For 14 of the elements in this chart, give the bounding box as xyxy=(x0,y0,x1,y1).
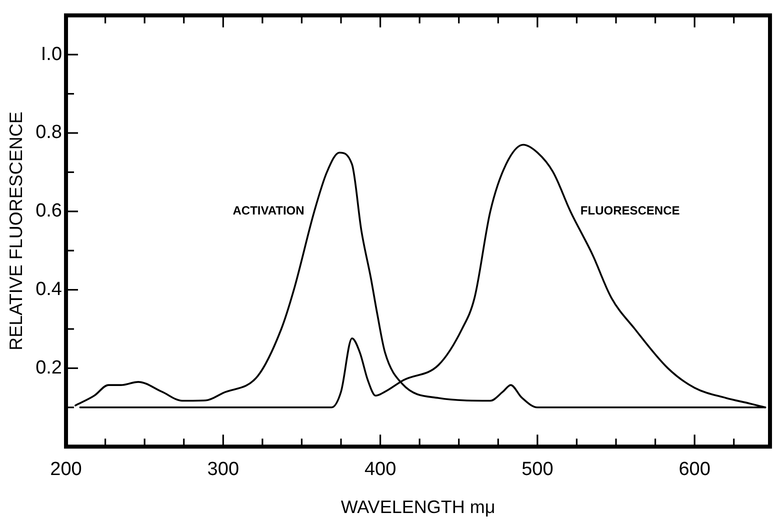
x-tick-label: 200 xyxy=(50,459,82,480)
y-axis-title: RELATIVE FLUORESCENCE xyxy=(6,112,26,350)
y-tick-label: 0.4 xyxy=(36,279,62,300)
series-label: FLUORESCENCE xyxy=(580,204,680,218)
x-tick-label: 600 xyxy=(678,459,710,480)
y-tick-label: 0.8 xyxy=(36,122,62,144)
x-tick-label: 300 xyxy=(207,459,240,480)
y-tick-label: 0.2 xyxy=(36,357,62,378)
x-tick-label: 400 xyxy=(364,459,396,480)
series-label: ACTIVATION xyxy=(232,204,304,218)
y-tick-label: 0.6 xyxy=(36,200,62,222)
x-axis-title: WAVELENGTH mμ xyxy=(340,497,496,518)
y-tick-label: I.0 xyxy=(40,44,62,65)
x-tick-label: 500 xyxy=(522,459,554,480)
